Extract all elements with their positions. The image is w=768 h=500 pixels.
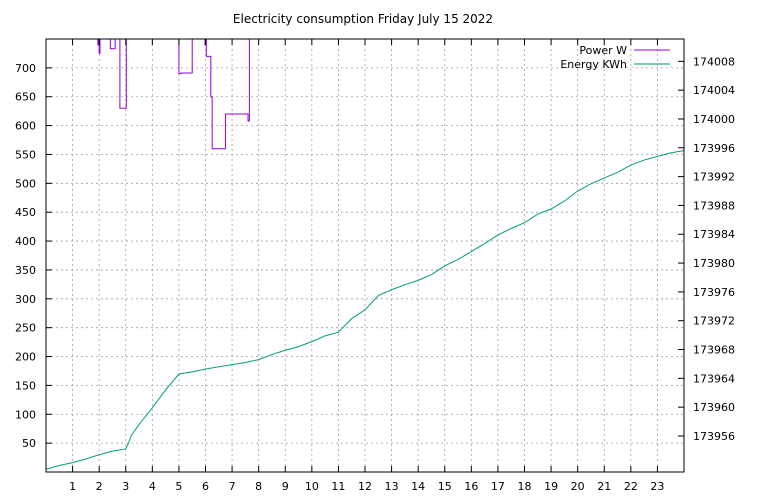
x-tick-label: 10 [305,480,319,493]
axes-group: 1 2 3 4 5 6 7 8 9 10 11 12 13 14 15 16 17 18 19 20 21 22 23501… [15,39,735,493]
y-tick-label: 200 [15,351,36,364]
y-tick-label: 700 [15,62,36,75]
x-tick-label: 12 [358,480,372,493]
x-tick-label: 19 [544,480,558,493]
x-tick-label: 9 [282,480,289,493]
x-tick-label: 15 [438,480,452,493]
x-tick-label: 20 [571,480,585,493]
y-tick-label: 300 [15,293,36,306]
y-tick-label: 50 [22,437,36,450]
legend-label-power: Power W [579,44,627,57]
y-tick-label: 100 [15,408,36,421]
x-tick-label: 21 [597,480,611,493]
y2-tick-label: 173992 [693,171,735,184]
y2-tick-label: 173980 [693,257,735,270]
y2-tick-label: 173976 [693,286,735,299]
chart-title: Electricity consumption Friday July 15 2… [233,12,493,26]
y2-tick-label: 173996 [693,142,735,155]
x-tick-label: 8 [255,480,262,493]
y2-tick-label: 173960 [693,401,735,414]
y2-tick-label: 173956 [693,430,735,443]
y-tick-label: 250 [15,322,36,335]
legend-label-energy: Energy KWh [560,58,627,71]
series-group [46,39,684,470]
y2-tick-label: 173988 [693,199,735,212]
x-tick-label: 1 [69,480,76,493]
y2-tick-label: 173964 [693,372,735,385]
y2-tick-label: 174000 [693,113,735,126]
x-tick-label: 16 [464,480,478,493]
legend: Power W Energy KWh [560,44,670,71]
x-tick-label: 5 [175,480,182,493]
grid-group [46,39,684,472]
y-tick-label: 600 [15,120,36,133]
y-tick-label: 450 [15,206,36,219]
x-tick-label: 6 [202,480,209,493]
y-tick-label: 150 [15,379,36,392]
x-tick-label: 22 [624,480,638,493]
y2-tick-label: 174008 [693,55,735,68]
y-tick-label: 650 [15,91,36,104]
series-line-energy [46,150,684,470]
x-tick-label: 2 [96,480,103,493]
series-line-power [97,39,250,150]
y2-tick-label: 173984 [693,228,735,241]
y-tick-label: 400 [15,235,36,248]
y-tick-label: 350 [15,264,36,277]
y2-tick-label: 173972 [693,315,735,328]
x-tick-label: 4 [149,480,156,493]
y2-tick-label: 173968 [693,344,735,357]
y-tick-label: 500 [15,177,36,190]
x-tick-label: 17 [491,480,505,493]
y-tick-label: 550 [15,148,36,161]
x-tick-label: 23 [650,480,664,493]
x-tick-label: 18 [518,480,532,493]
y2-tick-label: 174004 [693,84,735,97]
x-tick-label: 7 [229,480,236,493]
x-tick-label: 3 [122,480,129,493]
x-tick-label: 11 [331,480,345,493]
x-tick-label: 13 [385,480,399,493]
x-tick-label: 14 [411,480,425,493]
